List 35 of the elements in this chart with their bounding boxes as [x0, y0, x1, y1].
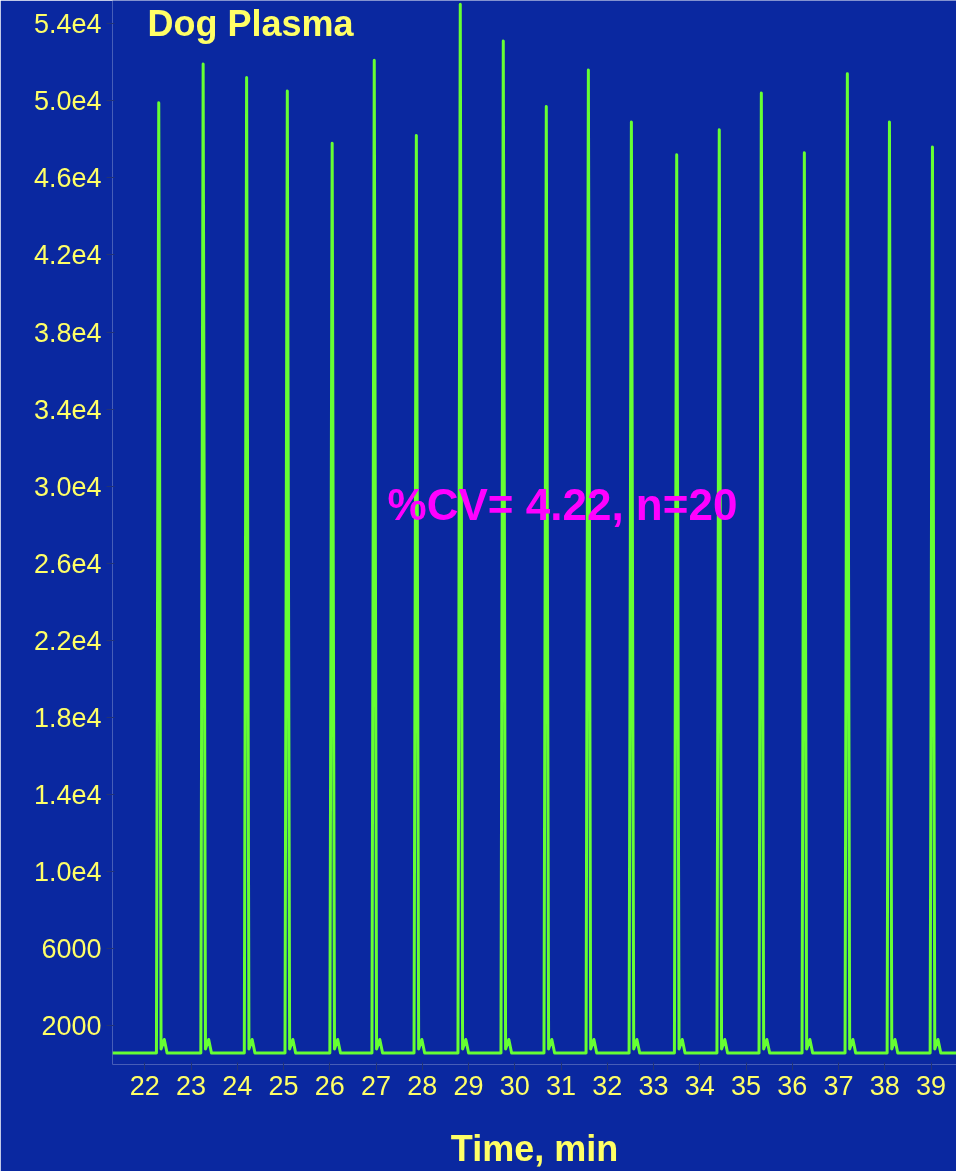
y-tick-label: 3.0e4: [33, 471, 102, 502]
x-tick-label: 39: [916, 1070, 947, 1101]
x-tick-label: 34: [684, 1070, 715, 1101]
x-tick-label: 33: [638, 1070, 669, 1101]
y-tick-label: 2000: [41, 1011, 102, 1042]
y-tick-label: 3.4e4: [33, 394, 102, 425]
y-tick-label: 1.4e4: [33, 780, 102, 811]
x-tick-label: 26: [314, 1070, 345, 1101]
x-tick-label: 24: [222, 1070, 253, 1101]
x-tick-label: 23: [176, 1070, 207, 1101]
y-tick-label: 1.8e4: [33, 703, 102, 734]
chart-title: Dog Plasma: [147, 2, 355, 44]
y-tick-label: 5.0e4: [33, 86, 102, 117]
y-tick-label: 2.2e4: [33, 625, 102, 656]
x-axis-title: Time, min: [450, 1127, 619, 1169]
x-tick-label: 32: [592, 1070, 623, 1101]
x-tick-label: 29: [453, 1070, 484, 1101]
x-tick-label: 36: [777, 1070, 808, 1101]
y-tick-label: 4.2e4: [33, 240, 102, 271]
x-tick-label: 22: [129, 1070, 160, 1101]
x-tick-label: 28: [407, 1070, 438, 1101]
y-tick-label: 3.8e4: [33, 317, 102, 348]
y-tick-label: 6000: [41, 934, 102, 965]
x-tick-label: 35: [731, 1070, 762, 1101]
x-tick-label: 30: [499, 1070, 530, 1101]
x-tick-label: 31: [546, 1070, 577, 1101]
x-tick-label: 38: [869, 1070, 900, 1101]
x-tick-label: 25: [268, 1070, 299, 1101]
y-tick-label: 5.4e4: [33, 9, 102, 40]
x-tick-label: 37: [823, 1070, 854, 1101]
y-tick-label: 4.6e4: [33, 163, 102, 194]
line-series: [112, 2, 956, 1055]
x-tick-label: 27: [361, 1070, 392, 1101]
y-tick-label: 2.6e4: [33, 548, 102, 579]
y-tick-label: 1.0e4: [33, 857, 102, 888]
